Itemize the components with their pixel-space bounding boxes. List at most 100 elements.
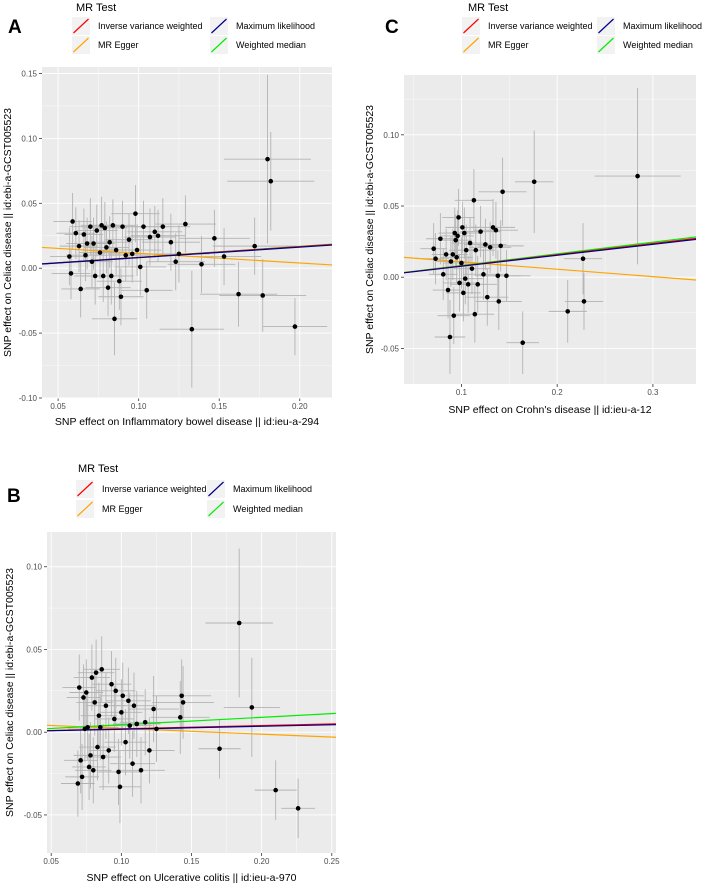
snp-point	[487, 244, 493, 250]
x-tick-label: 0.10	[131, 402, 147, 411]
snp-point	[520, 340, 526, 346]
legend-label: Inverse variance weighted	[98, 21, 203, 31]
snp-point	[94, 228, 100, 233]
legend-label: Weighted median	[623, 40, 693, 50]
snp-point	[107, 239, 112, 245]
snp-point	[133, 211, 138, 216]
snp-point	[183, 221, 188, 227]
panel-b: B MR Test Inverse variance weighted Maximum…	[4, 463, 340, 884]
snp-point	[462, 230, 467, 236]
snp-point	[447, 334, 453, 340]
snp-point	[141, 224, 146, 229]
snp-point	[92, 273, 98, 279]
snp-point	[84, 241, 90, 246]
snp-point	[93, 670, 99, 675]
snp-point	[75, 781, 81, 786]
snp-point	[134, 721, 140, 727]
snp-point	[97, 250, 103, 255]
snp-point	[189, 326, 195, 332]
snp-point	[130, 761, 135, 766]
snp-point	[134, 247, 140, 253]
legend-key-line	[77, 481, 93, 497]
snp-point	[76, 685, 82, 690]
legend-label: Maximum likelihood	[236, 21, 315, 31]
y-tick-label: -0.05	[381, 344, 400, 353]
x-axis-label: SNP effect on Ulcerative colitis || id:i…	[87, 872, 297, 884]
snp-point	[438, 236, 443, 242]
x-tick-label: 0.1	[456, 388, 468, 397]
mr-lines	[47, 712, 336, 738]
snp-point	[460, 225, 465, 230]
snp-point	[493, 227, 499, 233]
snp-point	[252, 243, 257, 249]
legend-label: Inverse variance weighted	[488, 21, 593, 31]
snp-point	[151, 706, 156, 712]
snp-point	[73, 230, 79, 236]
legend: MR Test Inverse variance weighted Maximum …	[72, 2, 315, 54]
y-tick-label: 0.00	[21, 264, 37, 273]
snp-point	[469, 266, 475, 271]
snp-point	[83, 690, 89, 695]
y-tick-label: 0.10	[383, 131, 399, 140]
snp-point	[295, 806, 301, 811]
snp-point	[451, 313, 457, 318]
snp-point	[490, 225, 496, 230]
snp-point	[176, 251, 182, 257]
snp-point	[137, 264, 143, 270]
y-tick-label: 0.05	[21, 199, 37, 208]
snp-point	[88, 753, 93, 758]
snp-point	[431, 246, 436, 252]
y-tick-label: 0.00	[383, 273, 399, 282]
snp-point	[92, 700, 97, 705]
legend-label: MR Egger	[98, 40, 139, 50]
snp-point	[89, 675, 95, 680]
snp-point	[81, 695, 86, 700]
legend: MR Test Inverse variance weighted Maximum …	[76, 463, 312, 518]
x-axis-label: SNP effect on Inflammatory bowel disease…	[55, 416, 319, 428]
snp-point	[67, 254, 72, 259]
legend-key-line	[211, 37, 227, 53]
legend-key-line	[463, 37, 479, 53]
snp-point	[265, 156, 270, 162]
snp-point	[142, 719, 148, 725]
snp-point	[99, 667, 105, 672]
x-tick-label: 0.15	[211, 402, 227, 411]
snp-point	[177, 715, 183, 720]
x-tick-label: 0.20	[292, 402, 308, 411]
snp-point	[90, 767, 96, 773]
regression-line	[42, 246, 332, 266]
snp-point	[292, 324, 298, 329]
minor-gridlines	[404, 75, 696, 384]
snp-point	[461, 290, 466, 296]
snp-point	[118, 294, 124, 300]
snp-point	[120, 224, 125, 229]
snp-point	[450, 252, 456, 257]
snp-point	[123, 739, 128, 745]
snp-point	[78, 758, 83, 763]
legend-key-line	[211, 18, 227, 34]
snp-point	[98, 724, 103, 730]
x-tick-label: 0.25	[324, 857, 340, 866]
x-tick-label: 0.10	[114, 857, 130, 866]
minor-gridlines	[42, 67, 332, 398]
snp-point	[443, 252, 449, 257]
legend-key-line	[463, 18, 479, 34]
snp-point	[179, 693, 184, 699]
snp-point	[85, 724, 90, 730]
snp-point	[105, 285, 111, 290]
snp-point	[126, 698, 131, 704]
snp-point	[117, 784, 123, 790]
legend-key-line	[77, 501, 93, 517]
snp-points	[431, 173, 640, 346]
snp-point	[81, 232, 87, 237]
snp-point	[78, 286, 83, 292]
snp-point	[199, 262, 204, 267]
x-tick-label: 0.2	[552, 388, 564, 397]
x-tick-label: 0.05	[43, 857, 59, 866]
y-axis-label: SNP effect on Celiac disease || id:ebi-a…	[364, 105, 376, 354]
snp-point	[108, 273, 114, 279]
snp-point	[104, 245, 109, 250]
snp-point	[88, 224, 93, 229]
y-tick-label: -0.10	[19, 394, 38, 403]
legend-label: MR Egger	[102, 504, 143, 514]
